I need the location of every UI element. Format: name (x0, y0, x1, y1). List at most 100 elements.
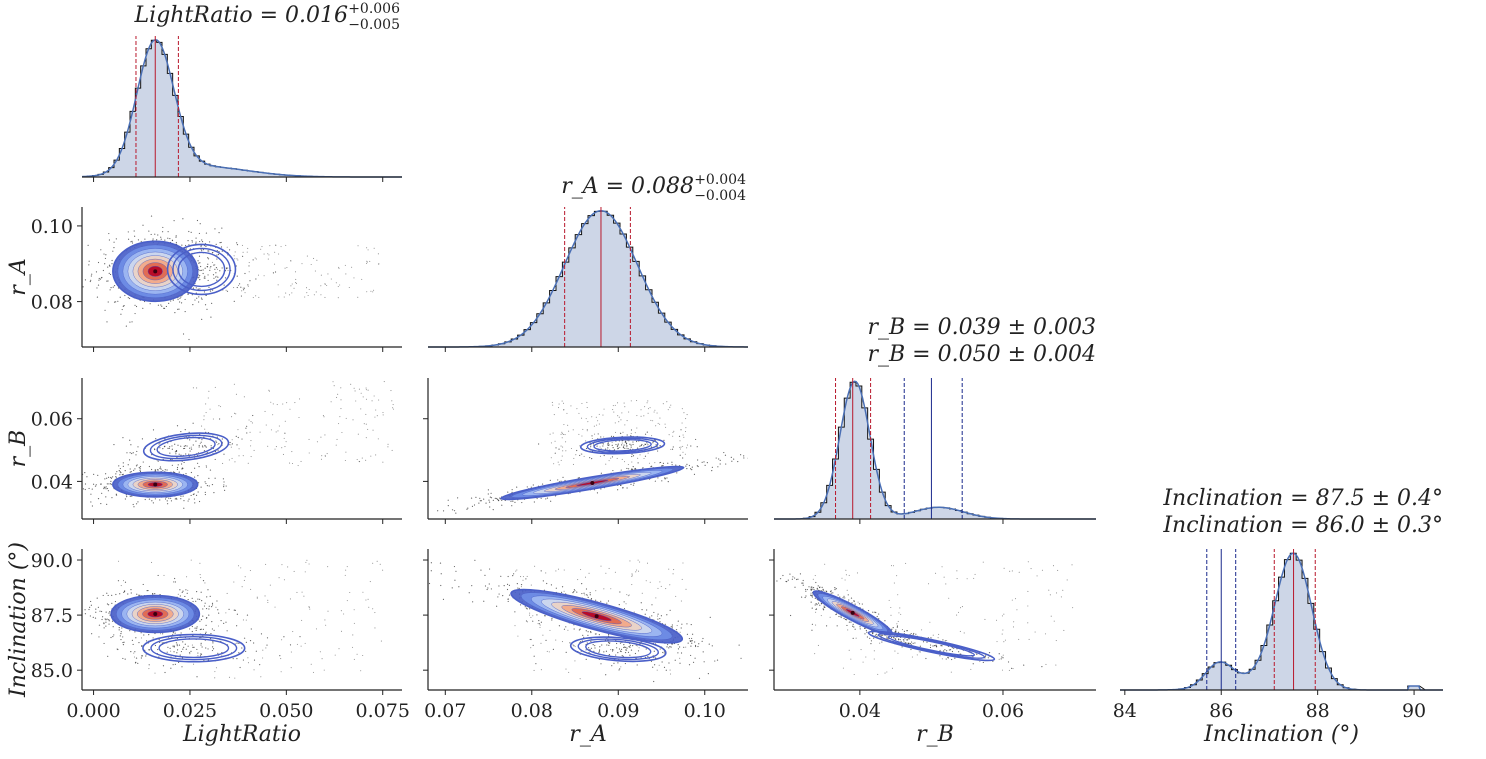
sample-point (929, 644, 932, 646)
sample-point (98, 277, 100, 280)
sample-point (686, 633, 689, 635)
sample-point (694, 645, 697, 648)
sample-point (199, 288, 201, 290)
sample-point (215, 606, 217, 608)
sample-point (129, 321, 131, 323)
sample-point (573, 645, 575, 647)
sample-point (104, 309, 106, 311)
sample-point (204, 602, 206, 604)
sample-point (581, 435, 583, 437)
sample-point (191, 630, 193, 633)
sample-point (834, 587, 836, 589)
sample-point (683, 412, 685, 414)
sample-point (388, 570, 389, 571)
sample-point (84, 279, 87, 281)
sample-point (576, 591, 578, 593)
sample-point (127, 238, 130, 240)
joint-panel-1-0 (82, 215, 380, 341)
sample-point (707, 673, 709, 675)
sample-point (131, 240, 133, 242)
sample-point (568, 671, 570, 673)
sample-point (306, 559, 308, 561)
sample-point (220, 246, 223, 248)
sample-point (326, 453, 328, 455)
sample-point (647, 408, 649, 410)
sample-point (241, 290, 243, 292)
sample-point (835, 587, 837, 590)
histogram-fill (1120, 553, 1443, 690)
sample-point (306, 255, 308, 257)
joint-panel-3-2 (776, 561, 1074, 676)
sample-point (927, 583, 930, 585)
sample-point (1027, 605, 1029, 607)
sample-point (249, 431, 251, 433)
sample-point (618, 604, 620, 606)
sample-point (208, 485, 210, 487)
sample-point (205, 446, 207, 448)
sample-point (211, 483, 214, 486)
sample-point (380, 640, 382, 642)
sample-point (168, 497, 170, 499)
sample-point (372, 608, 374, 610)
sample-point (272, 272, 275, 274)
sample-point (246, 251, 248, 253)
sample-point (215, 440, 217, 442)
density-contour (586, 437, 659, 454)
sample-point (243, 579, 245, 582)
axes-3-1: 0.07 0.08 0.09 0.10 (423, 549, 748, 722)
sample-point (241, 438, 243, 440)
sample-point (787, 579, 789, 581)
sample-point (106, 592, 108, 594)
sample-point (270, 401, 272, 403)
sample-point (148, 633, 150, 636)
sample-point (193, 498, 196, 500)
sample-point (181, 468, 183, 470)
sample-point (586, 430, 588, 432)
sample-point (935, 644, 937, 646)
sample-point (617, 652, 619, 654)
sample-point (891, 628, 893, 630)
sample-point (680, 446, 682, 448)
sample-point (690, 645, 692, 647)
sample-point (115, 473, 117, 475)
sample-point (567, 424, 569, 426)
kde-curve (428, 209, 749, 348)
sample-point (825, 625, 828, 627)
sample-point (956, 570, 958, 572)
sample-point (130, 651, 132, 653)
sample-point (123, 591, 125, 593)
sample-point (904, 642, 906, 644)
sample-point (472, 601, 474, 603)
sample-point (922, 641, 925, 643)
sample-point (118, 627, 120, 629)
sample-point (372, 429, 374, 431)
sample-point (167, 447, 169, 449)
sample-point (454, 579, 456, 581)
sample-point (630, 435, 632, 437)
sample-point (581, 583, 583, 585)
sample-point (747, 457, 748, 459)
sample-point (488, 499, 490, 501)
sample-point (585, 588, 588, 590)
sample-point (611, 649, 614, 651)
sample-point (626, 447, 628, 449)
sample-point (619, 642, 622, 644)
sample-point (106, 503, 108, 505)
sample-point (158, 443, 160, 445)
sample-point (440, 573, 442, 575)
sample-point (189, 447, 191, 449)
sample-point (897, 639, 900, 641)
sample-point (816, 587, 818, 589)
sample-point (185, 648, 187, 650)
sample-point (177, 661, 180, 663)
x-axis-label-r_a: r_A (569, 722, 606, 747)
sample-point (293, 570, 295, 573)
title-upper-error: +0.004 (694, 172, 746, 188)
sample-point (110, 286, 112, 289)
sample-point (103, 486, 105, 488)
sample-point (377, 438, 379, 440)
sample-point (312, 257, 315, 260)
sample-point (634, 652, 637, 655)
sample-point (578, 412, 580, 414)
sample-point (593, 650, 595, 653)
